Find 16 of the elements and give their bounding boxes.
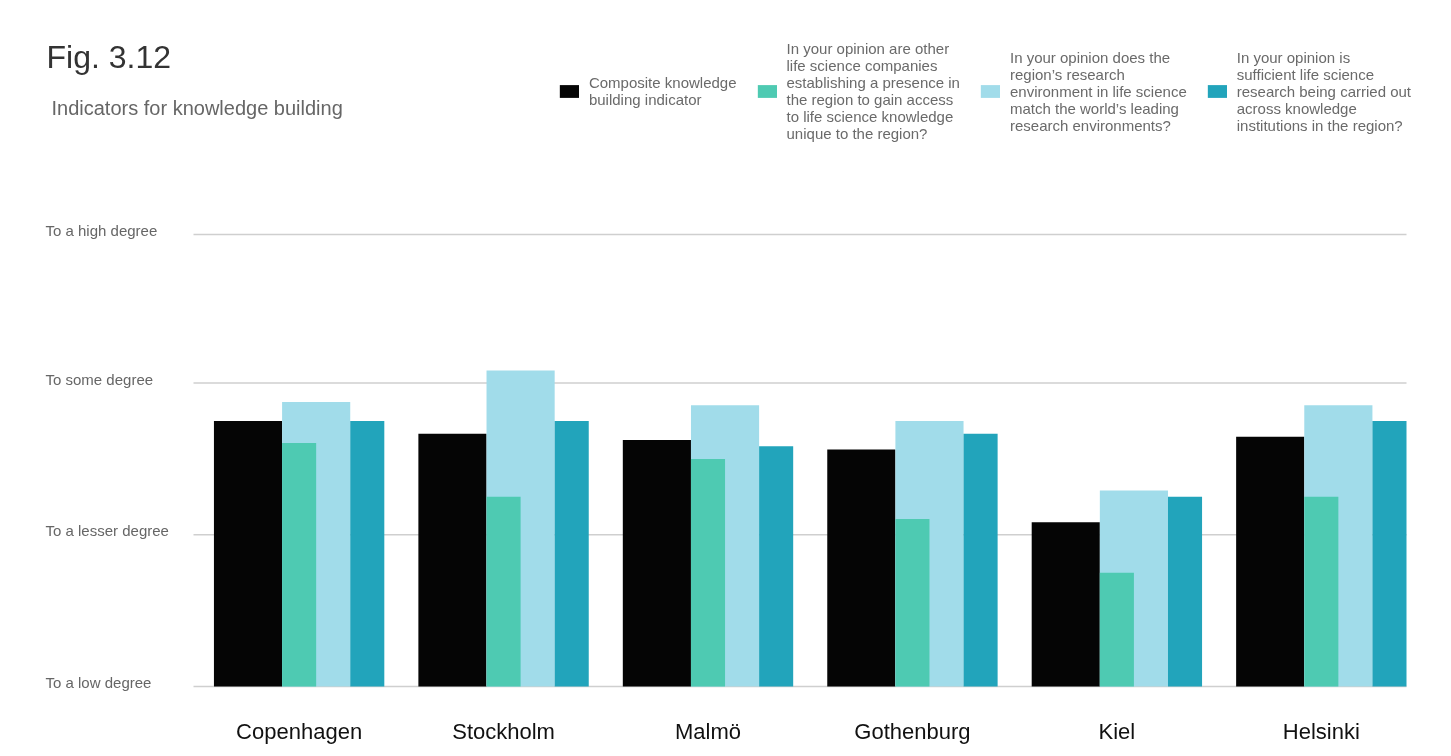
chart-title: Fig. 3.12: [46, 38, 172, 75]
legend-label: In your opinion are other life science companies establishing a presence in the region to gain access to life science knowledge unique to the region?: [786, 40, 960, 142]
x-tick-label: Helsinki: [1282, 718, 1360, 744]
legend-label: In your opinion is sufficient life science research being carried out across knowledge institutions in the region?: [1236, 48, 1411, 134]
x-tick-label: Stockholm: [452, 718, 555, 744]
ref-line-label: To a low degree: [45, 674, 152, 691]
chart-subtitle: Indicators for knowledge building: [51, 96, 343, 119]
ref-line-label: To a high degree: [45, 222, 158, 239]
x-tick-label: Copenhagen: [236, 718, 363, 744]
ref-line-label: To some degree: [45, 370, 154, 388]
legend-label: In your opinion does the region’s research environment in life science match the world’s leading research environments?: [1009, 48, 1187, 134]
x-tick-label: Gothenburg: [854, 718, 971, 744]
x-tick-label: Kiel: [1098, 718, 1136, 744]
x-tick-label: Malmö: [675, 718, 742, 744]
ref-line-label: To a lesser degree: [45, 522, 169, 540]
legend-label: Composite knowledge building indicator: [588, 74, 737, 108]
